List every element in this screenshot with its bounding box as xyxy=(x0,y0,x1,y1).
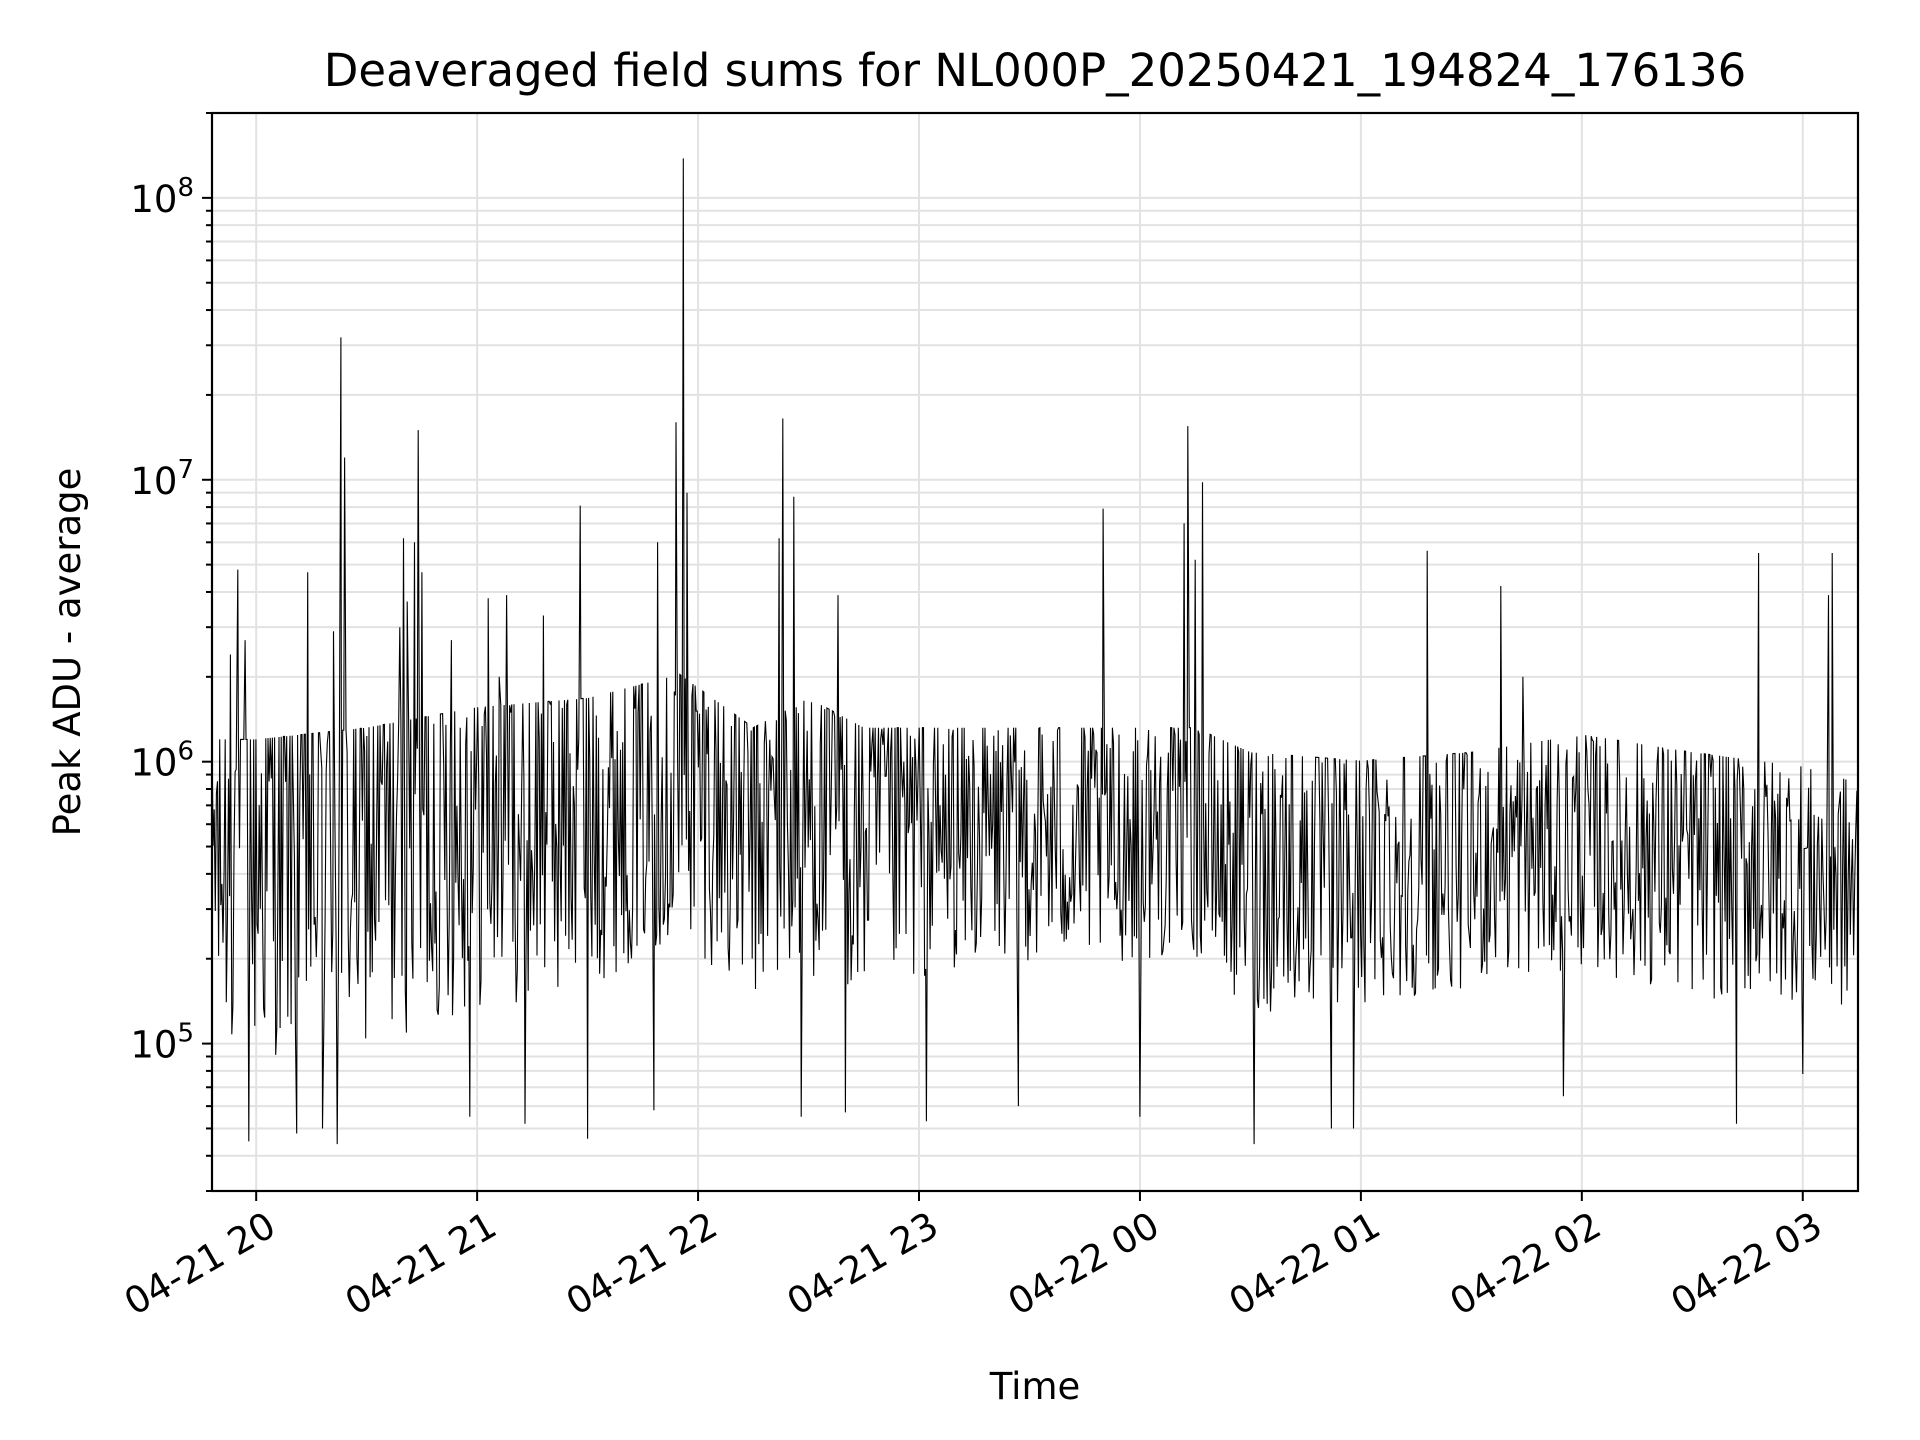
series-line xyxy=(211,158,1859,1145)
x-axis-label: Time xyxy=(989,1365,1081,1408)
plot-frame xyxy=(210,111,1860,1193)
chart-title: Deaveraged field sums for NL000P_2025042… xyxy=(324,44,1746,97)
y-axis-label: Peak ADU - average xyxy=(46,468,89,837)
series-trace xyxy=(211,158,1859,1145)
